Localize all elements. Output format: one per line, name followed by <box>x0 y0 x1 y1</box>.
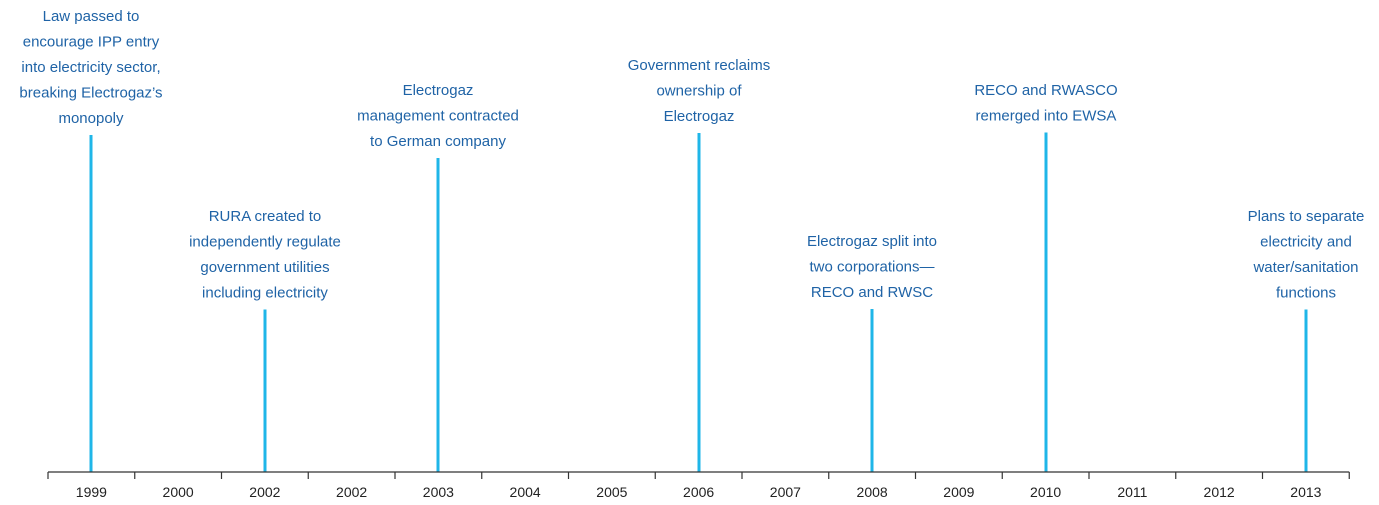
event-text-line: including electricity <box>202 285 328 302</box>
timeline-event: Electrogaz split into two corporations— RE… <box>807 233 937 472</box>
year-label: 2013 <box>1290 484 1321 500</box>
year-label: 2004 <box>510 484 541 500</box>
year-label: 2007 <box>770 484 801 500</box>
event-text-line: water/sanitation <box>1252 259 1358 276</box>
event-text-line: Law passed to <box>43 8 140 25</box>
events-layer: Law passed to encourage IPP entry into ele… <box>19 8 1364 472</box>
event-text-line: government utilities <box>200 259 329 276</box>
year-label: 2012 <box>1204 484 1235 500</box>
timeline-event: Plans to separate electricity and water/sa… <box>1248 208 1365 472</box>
year-label: 2011 <box>1117 484 1147 500</box>
event-text-line: encourage IPP entry <box>23 34 160 51</box>
event-text-line: monopoly <box>58 110 124 127</box>
event-text-line: RECO and RWSC <box>811 284 933 301</box>
year-label: 2002 <box>336 484 367 500</box>
event-text-line: ownership of <box>656 83 742 100</box>
timeline-event: Law passed to encourage IPP entry into ele… <box>19 8 163 472</box>
event-text-line: Electrogaz split into <box>807 233 937 250</box>
year-label: 2006 <box>683 484 714 500</box>
event-text-line: independently regulate <box>189 234 341 251</box>
year-label: 2010 <box>1030 484 1061 500</box>
year-label: 2009 <box>943 484 974 500</box>
event-text-line: to German company <box>370 133 506 150</box>
timeline-event: RURA created to independently regulate gov… <box>189 208 341 472</box>
event-text-line: Government reclaims <box>628 57 771 74</box>
event-text-line: breaking Electrogaz’s <box>19 85 162 102</box>
event-text-line: Electrogaz <box>403 82 474 99</box>
event-text-line: RURA created to <box>209 208 322 225</box>
event-text-line: into electricity sector, <box>21 59 160 76</box>
event-text-line: electricity and <box>1260 234 1352 251</box>
year-label: 2000 <box>163 484 194 500</box>
year-label: 2008 <box>857 484 888 500</box>
event-text-line: functions <box>1276 285 1336 302</box>
year-label: 2003 <box>423 484 454 500</box>
timeline-event: Government reclaims ownership of Electroga… <box>628 57 771 472</box>
year-label: 1999 <box>76 484 107 500</box>
timeline-event: RECO and RWASCO remerged into EWSA <box>974 82 1118 472</box>
event-text-line: Plans to separate <box>1248 208 1365 225</box>
event-text-line: remerged into EWSA <box>976 108 1117 125</box>
timeline-event: Electrogaz management contracted to German… <box>357 82 519 472</box>
timeline-axis: 1999 2000 2002 2002 2003 2004 2005 2006 2007 2008… <box>47 471 1350 500</box>
event-text-line: Electrogaz <box>664 108 735 125</box>
event-text-line: RECO and RWASCO <box>974 82 1117 99</box>
year-label: 2002 <box>249 484 280 500</box>
event-text-line: management contracted <box>357 108 519 125</box>
year-label: 2005 <box>596 484 627 500</box>
event-text-line: two corporations— <box>809 259 934 276</box>
